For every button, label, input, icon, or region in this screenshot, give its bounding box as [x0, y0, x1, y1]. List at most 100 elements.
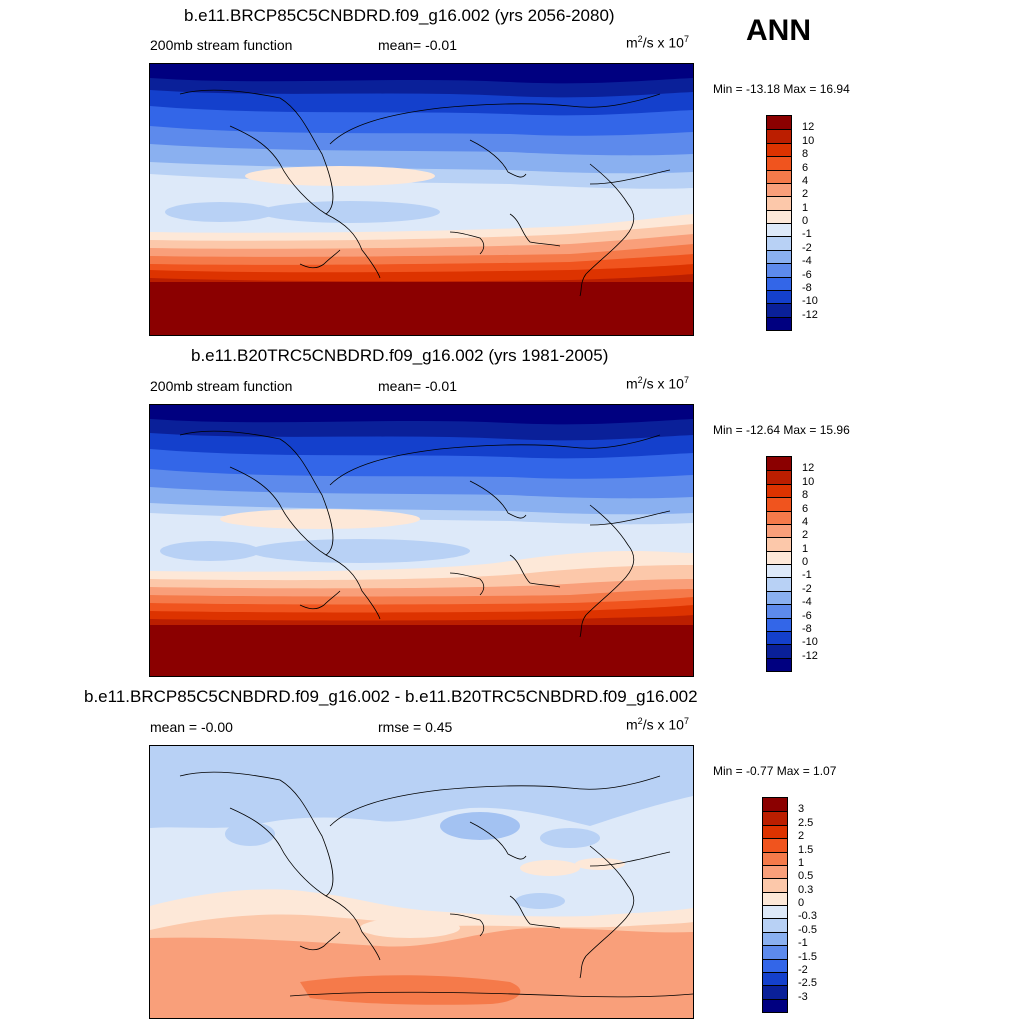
colorbar-tick-label: -0.5 [798, 923, 817, 936]
colorbar-swatch [767, 236, 791, 250]
colorbar-swatch [767, 303, 791, 317]
panel-2-units: m2/s x 107 [626, 375, 689, 392]
colorbar-swatch [767, 590, 791, 605]
colorbar-tick-label: 1 [802, 542, 809, 555]
panel-2-coastlines [179, 430, 671, 638]
colorbar-tick-label: -4 [802, 596, 812, 609]
colorbar-swatch [763, 905, 787, 919]
colorbar-swatch [767, 116, 791, 130]
colorbar-swatch [767, 644, 791, 658]
colorbar-tick-label: -4 [802, 255, 812, 268]
colorbar-swatch [767, 169, 791, 183]
colorbar-tick-label: -10 [802, 636, 818, 649]
colorbar-swatch [767, 276, 791, 290]
colorbar-swatch [767, 577, 791, 591]
colorbar-swatch [767, 523, 791, 538]
colorbar-swatch [763, 945, 787, 959]
colorbar-swatch [767, 209, 791, 223]
colorbar-tick-label: -8 [802, 622, 812, 635]
panel-1-mean-label: mean= -0.01 [378, 37, 457, 53]
colorbar-tick-label: -10 [802, 295, 818, 308]
colorbar-swatch [767, 316, 791, 330]
colorbar-tick-label: 6 [802, 161, 809, 174]
colorbar-swatch [767, 497, 791, 511]
colorbar-tick-label: 1 [798, 856, 805, 869]
colorbar-tick-label: 2.5 [798, 816, 814, 829]
panel-2-colorbar [766, 456, 792, 672]
colorbar-swatch [763, 851, 787, 865]
panel-3-units: m2/s x 107 [626, 716, 689, 733]
colorbar-tick-label: -6 [802, 609, 812, 622]
colorbar-tick-label: 4 [802, 515, 809, 528]
colorbar-tick-label: -2 [802, 241, 812, 254]
panel-3-map [149, 745, 694, 1019]
colorbar-swatch [767, 510, 791, 524]
colorbar-tick-label: -2.5 [798, 977, 817, 990]
colorbar-tick-label: -2 [798, 963, 808, 976]
colorbar-swatch [767, 617, 791, 631]
colorbar-swatch [763, 931, 787, 946]
colorbar-swatch [767, 470, 791, 484]
colorbar-tick-label: -2 [802, 582, 812, 595]
panel-2-title: b.e11.B20TRC5CNBDRD.f09_g16.002 (yrs 198… [191, 346, 609, 365]
colorbar-swatch [767, 564, 791, 578]
colorbar-tick-label: 8 [802, 148, 809, 161]
colorbar-swatch [767, 657, 791, 671]
colorbar-tick-label: 2 [802, 188, 809, 201]
colorbar-swatch [767, 223, 791, 237]
colorbar-tick-label: 4 [802, 174, 809, 187]
colorbar-swatch [763, 824, 787, 839]
panel-3-contour-plot [150, 746, 693, 1018]
colorbar-swatch [767, 550, 791, 564]
colorbar-tick-label: -0.3 [798, 910, 817, 923]
colorbar-swatch [763, 864, 787, 879]
colorbar-tick-label: 1 [802, 201, 809, 214]
panel-2-minmax: Min = -12.64 Max = 15.96 [713, 423, 850, 437]
colorbar-swatch [763, 811, 787, 825]
panel-1-coastlines [179, 89, 671, 297]
panel-1-units: m2/s x 107 [626, 34, 689, 51]
panel-3-left-label: mean = -0.00 [150, 719, 233, 735]
panel-1-title: b.e11.BRCP85C5CNBDRD.f09_g16.002 (yrs 20… [184, 6, 615, 25]
colorbar-tick-label: 12 [802, 121, 815, 134]
colorbar-swatch [767, 604, 791, 618]
panel-3-coastlines [179, 771, 693, 998]
season-label: ANN [746, 14, 811, 47]
colorbar-swatch [763, 878, 787, 892]
colorbar-tick-label: -8 [802, 281, 812, 294]
colorbar-tick-label: -1 [802, 228, 812, 241]
colorbar-swatch [763, 798, 787, 812]
panel-1-minmax: Min = -13.18 Max = 16.94 [713, 82, 850, 96]
colorbar-tick-label: 0.3 [798, 883, 814, 896]
colorbar-swatch [767, 263, 791, 277]
panel-1-contour-plot [150, 64, 693, 335]
panel-2-mean-label: mean= -0.01 [378, 378, 457, 394]
colorbar-tick-label: 2 [802, 529, 809, 542]
colorbar-swatch [767, 289, 791, 304]
panel-2-map [149, 404, 694, 677]
colorbar-swatch [767, 142, 791, 157]
colorbar-tick-label: -1 [798, 937, 808, 950]
colorbar-tick-label: -3 [798, 990, 808, 1003]
colorbar-tick-label: 1.5 [798, 843, 814, 856]
colorbar-tick-label: 6 [802, 502, 809, 515]
colorbar-swatch [763, 838, 787, 852]
colorbar-tick-label: 8 [802, 489, 809, 502]
colorbar-tick-label: 3 [798, 803, 805, 816]
colorbar-swatch [767, 537, 791, 551]
colorbar-tick-label: 10 [802, 134, 815, 147]
colorbar-swatch [763, 971, 787, 986]
colorbar-swatch [763, 891, 787, 905]
colorbar-tick-label: -6 [802, 268, 812, 281]
colorbar-tick-label: 2 [798, 830, 805, 843]
panel-1-left-label: 200mb stream function [150, 37, 293, 53]
colorbar-tick-label: -1.5 [798, 950, 817, 963]
colorbar-tick-label: 0.5 [798, 870, 814, 883]
colorbar-tick-label: -12 [802, 308, 818, 321]
colorbar-tick-label: 0 [802, 215, 809, 227]
colorbar-swatch [767, 129, 791, 143]
colorbar-tick-label: 10 [802, 475, 815, 488]
colorbar-swatch [763, 958, 787, 972]
colorbar-swatch [767, 196, 791, 210]
colorbar-swatch [763, 985, 787, 999]
